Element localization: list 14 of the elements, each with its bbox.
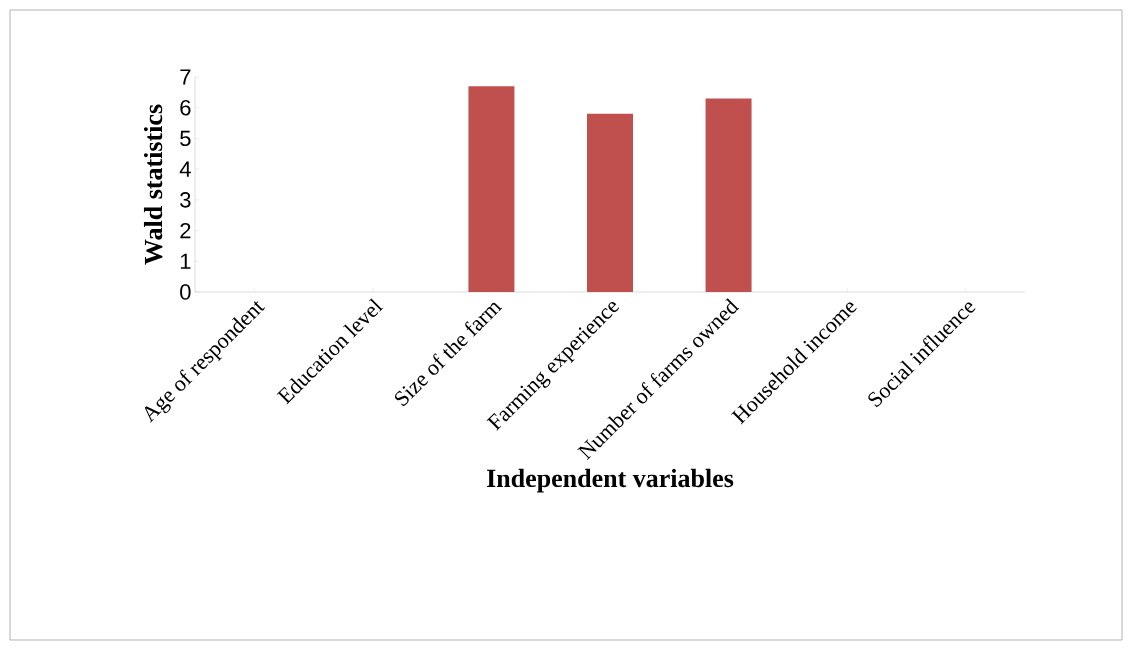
y-tick-label: 6: [180, 99, 191, 116]
bar: [468, 86, 515, 292]
y-axis-title: Wald statistics: [143, 104, 163, 265]
x-axis-title: Independent variables: [487, 468, 734, 493]
x-tick-label: Size of the farm: [394, 302, 503, 407]
y-tick-label: 4: [179, 161, 191, 177]
y-tick-label: 0: [180, 284, 191, 300]
y-tick-label: 7: [180, 69, 191, 85]
bar: [705, 98, 752, 292]
y-tick-label: 5: [180, 130, 191, 147]
bar: [587, 113, 633, 292]
y-tick-label: 1: [180, 253, 191, 269]
y-tick-label: 2: [180, 222, 191, 239]
y-tick-label: 3: [180, 192, 191, 208]
